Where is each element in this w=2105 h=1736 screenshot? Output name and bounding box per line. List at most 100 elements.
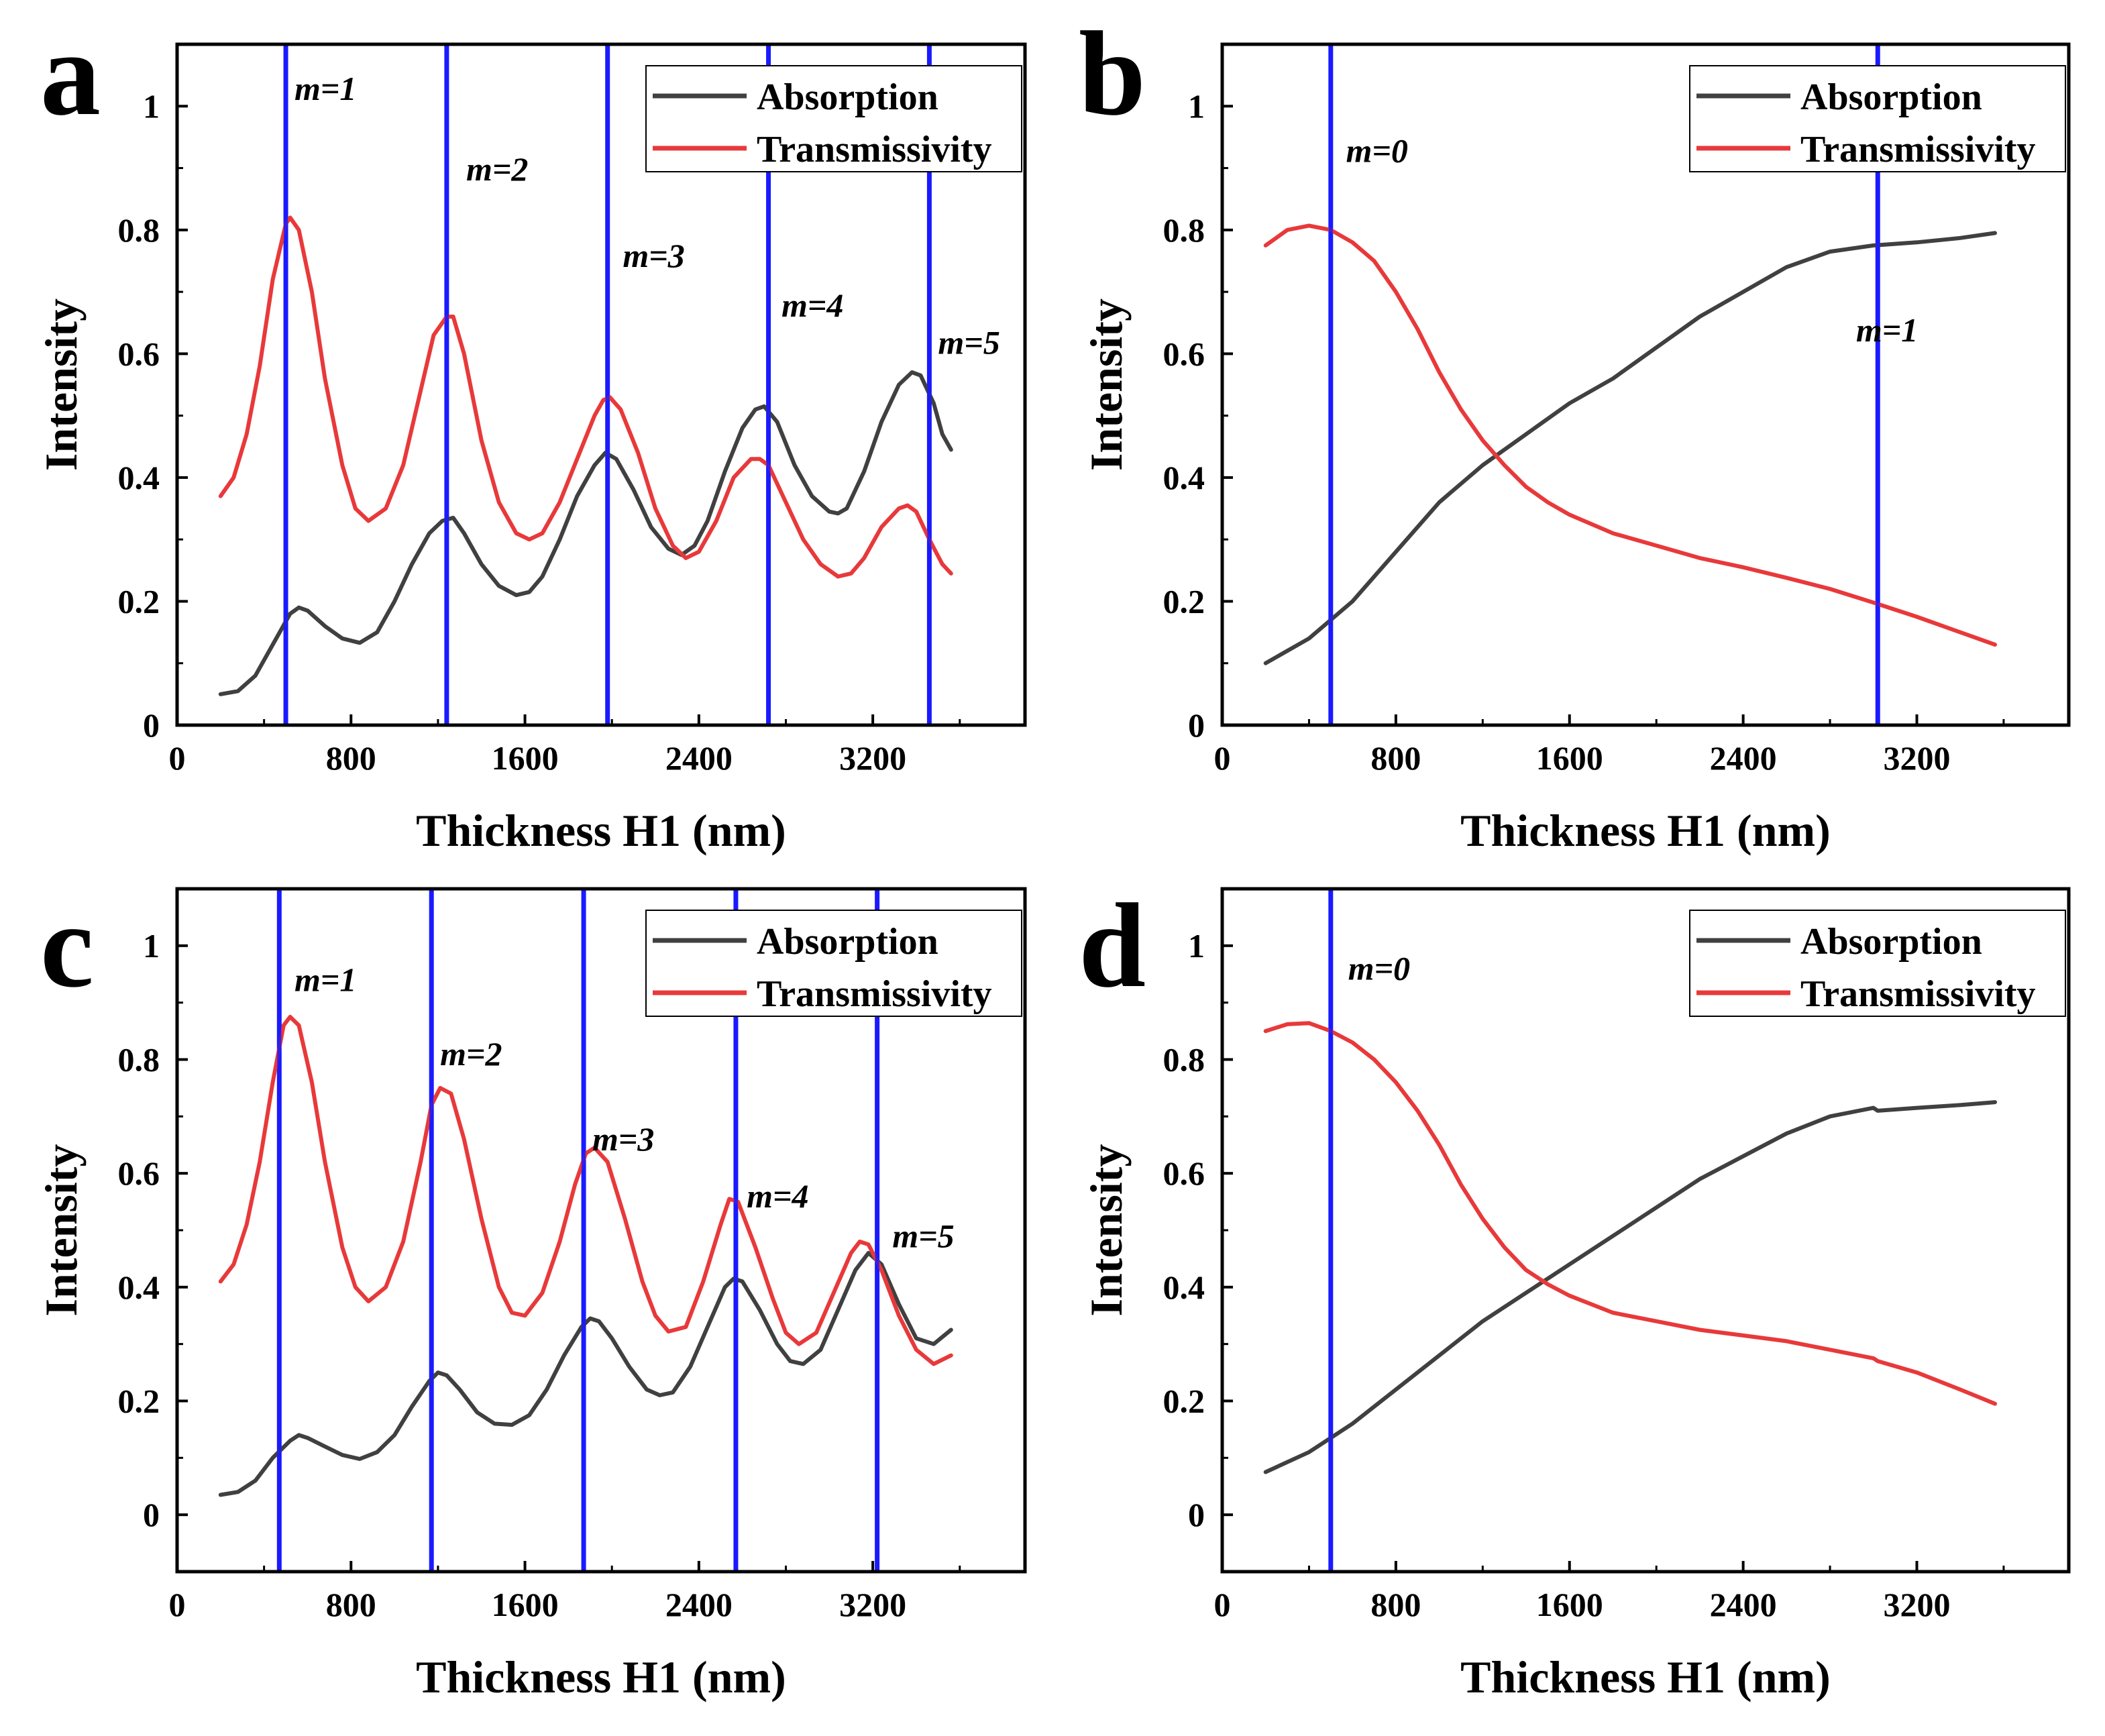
y-axis: 0 0.2 0.4 0.6 0.8 1 xyxy=(1163,43,1233,744)
x-axis: 0 800 1600 2400 3200 xyxy=(169,1561,961,1623)
x-tick-label: 1600 xyxy=(1536,739,1603,777)
legend: Absorption Transmissivity xyxy=(1689,910,2066,1017)
panel-letter: d xyxy=(1079,879,1146,1012)
y-tick-label: 0.8 xyxy=(1163,211,1205,249)
y-tick-label: 0.8 xyxy=(118,1041,160,1079)
x-tick-label: 800 xyxy=(1370,739,1421,777)
x-tick-label: 2400 xyxy=(665,739,733,777)
mode-label: m=1 xyxy=(294,70,356,107)
y-axis-title: Intensity xyxy=(1081,299,1132,471)
series-line-transmissivity xyxy=(1263,223,1997,647)
x-tick-label: 2400 xyxy=(665,1586,733,1623)
y-tick-label: 0.4 xyxy=(1163,1268,1205,1306)
data-layer xyxy=(218,44,953,725)
x-tick-label: 1600 xyxy=(492,739,559,777)
y-tick-label: 1 xyxy=(1188,927,1205,965)
x-tick-label: 3200 xyxy=(839,739,906,777)
legend-box xyxy=(1689,65,2066,172)
y-tick-label: 0.2 xyxy=(1163,1382,1205,1420)
x-tick-label: 800 xyxy=(1370,1586,1421,1623)
mode-label: m=2 xyxy=(440,1035,502,1073)
x-tick-label: 0 xyxy=(1214,739,1231,777)
x-axis: 0 800 1600 2400 3200 xyxy=(1214,1561,2005,1623)
y-tick-label: 0.8 xyxy=(118,211,160,249)
series-line-transmissivity xyxy=(218,215,953,579)
y-tick-label: 0.6 xyxy=(1163,1154,1205,1192)
y-axis-title: Intensity xyxy=(1081,1144,1132,1317)
panel-letter: a xyxy=(40,7,101,140)
panel-b: b 0 0.2 0.4 0.6 0.8 1 0 800 1600 2400 3200 Thickness… xyxy=(1079,7,2071,856)
plot-frame xyxy=(175,887,1027,1574)
panel-c: c 0 0.2 0.4 0.6 0.8 1 0 800 1600 2400 3200 Thickness… xyxy=(36,879,1027,1702)
y-tick-label: 1 xyxy=(143,87,160,125)
y-tick-label: 0.2 xyxy=(1163,582,1205,620)
y-tick-label: 0.6 xyxy=(118,1154,160,1192)
legend-box xyxy=(645,65,1022,172)
panel-letter: b xyxy=(1079,7,1146,140)
mode-label: m=0 xyxy=(1348,950,1410,987)
x-tick-label: 1600 xyxy=(492,1586,559,1623)
y-axis: 0 0.2 0.4 0.6 0.8 1 xyxy=(118,887,188,1533)
legend-label: Absorption xyxy=(757,921,938,963)
y-tick-label: 1 xyxy=(1188,87,1205,125)
x-tick-label: 2400 xyxy=(1710,739,1777,777)
y-axis: 0 0.2 0.4 0.6 0.8 1 xyxy=(118,43,188,744)
series-line-absorption xyxy=(218,1250,953,1497)
series-line-transmissivity xyxy=(1263,1021,1997,1406)
x-tick-label: 0 xyxy=(169,1586,186,1623)
y-tick-label: 0 xyxy=(143,1496,160,1533)
legend-label: Transmissivity xyxy=(757,973,992,1015)
legend: Absorption Transmissivity xyxy=(645,910,1022,1017)
y-tick-label: 1 xyxy=(143,927,160,965)
y-tick-label: 0 xyxy=(1188,1496,1205,1533)
y-tick-label: 0.4 xyxy=(118,1268,160,1306)
y-axis-title: Intensity xyxy=(36,1144,87,1317)
legend-label: Absorption xyxy=(1800,921,1982,963)
series-line-absorption xyxy=(1263,231,1997,665)
panel-d: d 0 0.2 0.4 0.6 0.8 1 0 800 1600 2400 3200 Thickness… xyxy=(1079,879,2071,1702)
panel-a: a 0 0.2 0.4 0.6 0.8 1 0 800 1600 2400 3200 Thickness… xyxy=(36,7,1027,856)
legend-label: Transmissivity xyxy=(757,129,992,170)
y-tick-label: 0 xyxy=(143,706,160,744)
x-axis-title: Thickness H1 (nm) xyxy=(416,1651,786,1702)
x-tick-label: 3200 xyxy=(1883,739,1950,777)
data-layer xyxy=(1263,889,1997,1572)
legend-label: Transmissivity xyxy=(1800,973,2036,1015)
y-axis-title: Intensity xyxy=(36,299,87,471)
x-axis-title: Thickness H1 (nm) xyxy=(1460,805,1831,856)
mode-label: m=5 xyxy=(938,323,1000,361)
legend-box xyxy=(1689,910,2066,1017)
plot-frame xyxy=(175,42,1027,727)
x-tick-label: 3200 xyxy=(1883,1586,1950,1623)
x-tick-label: 0 xyxy=(169,739,186,777)
y-tick-label: 0.8 xyxy=(1163,1041,1205,1079)
plot-frame xyxy=(1220,887,2071,1574)
legend-label: Absorption xyxy=(757,76,938,118)
mode-label: m=4 xyxy=(781,286,843,324)
mode-label: m=5 xyxy=(892,1217,954,1254)
mode-label: m=1 xyxy=(294,961,356,999)
y-tick-label: 0.2 xyxy=(118,1382,160,1420)
x-axis: 0 800 1600 2400 3200 xyxy=(1214,714,2005,777)
legend: Absorption Transmissivity xyxy=(645,65,1022,172)
legend: Absorption Transmissivity xyxy=(1689,65,2066,172)
x-tick-label: 1600 xyxy=(1536,1586,1603,1623)
legend-label: Absorption xyxy=(1800,76,1982,118)
mode-label: m=1 xyxy=(1856,311,1918,349)
plot-frame xyxy=(1220,42,2071,727)
series-line-absorption xyxy=(1263,1100,1997,1474)
y-tick-label: 0.6 xyxy=(118,335,160,372)
y-tick-label: 0 xyxy=(1188,706,1205,744)
x-tick-label: 0 xyxy=(1214,1586,1231,1623)
x-tick-label: 3200 xyxy=(839,1586,906,1623)
panels: a 0 0.2 0.4 0.6 0.8 1 0 800 1600 2400 3200 Thickness… xyxy=(36,7,2071,1702)
x-tick-label: 2400 xyxy=(1710,1586,1777,1623)
series-line-transmissivity xyxy=(218,1014,953,1366)
mode-label: m=3 xyxy=(623,237,684,274)
x-axis-title: Thickness H1 (nm) xyxy=(416,805,786,856)
mode-label: m=0 xyxy=(1346,131,1407,169)
x-axis-title: Thickness H1 (nm) xyxy=(1460,1651,1831,1702)
mode-label: m=3 xyxy=(592,1120,654,1158)
y-tick-label: 0.6 xyxy=(1163,335,1205,372)
y-tick-label: 0.2 xyxy=(118,582,160,620)
